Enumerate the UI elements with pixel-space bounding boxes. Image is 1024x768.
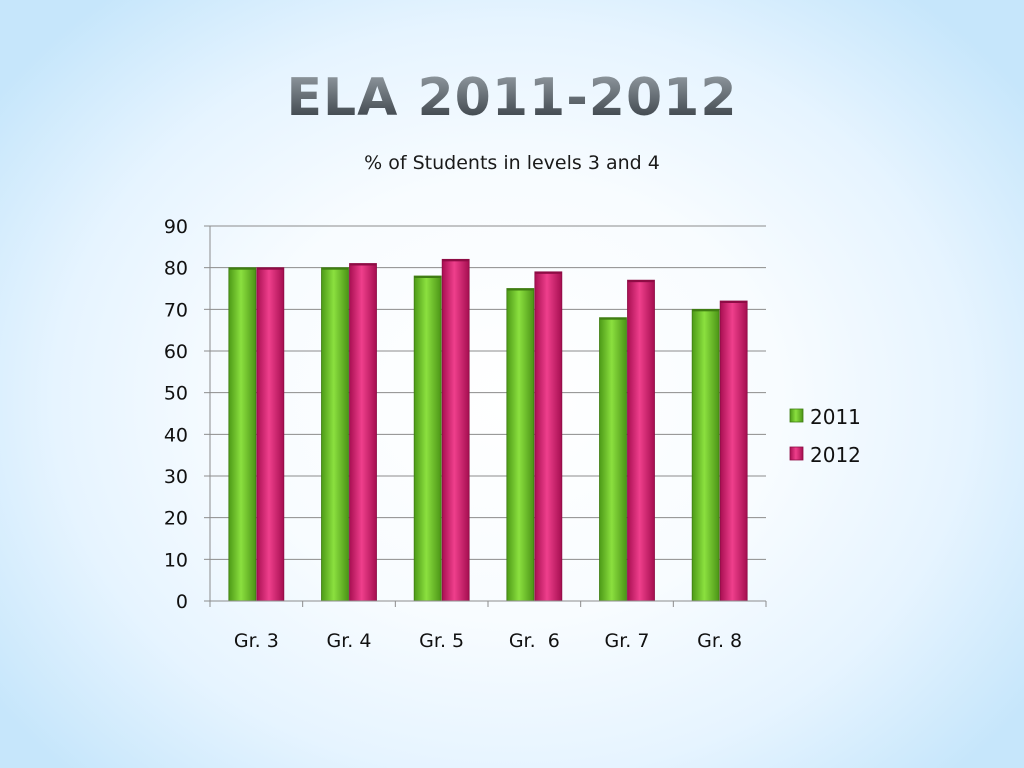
bar-cap (599, 317, 627, 320)
y-tick-label: 90 (164, 216, 188, 238)
x-tick-label: Gr. 8 (697, 630, 742, 652)
y-tick-label: 80 (164, 258, 188, 280)
bar-2012-4 (627, 279, 655, 602)
y-tick-label: 60 (164, 341, 188, 363)
bar-2011-2 (413, 275, 442, 602)
gridlines (210, 225, 766, 560)
bar-2012-3 (534, 271, 563, 602)
bar-2012-5 (719, 300, 748, 602)
y-tick-label: 20 (164, 508, 188, 530)
bar-2011-3 (506, 288, 535, 602)
legend-swatch-2012 (789, 446, 804, 461)
bar-cap (256, 267, 284, 270)
y-tick-label: 40 (164, 424, 188, 446)
y-tick-label: 10 (164, 549, 188, 571)
bar-cap (692, 309, 720, 312)
y-tick-label: 30 (164, 466, 188, 488)
bar-2012-1 (349, 263, 377, 602)
bar-cap (534, 271, 562, 274)
chart-subtitle: % of Students in levels 3 and 4 (364, 152, 660, 174)
bar-2011-4 (599, 317, 627, 602)
x-tick-label: Gr. 5 (419, 630, 464, 652)
bar-2011-0 (228, 267, 257, 602)
bar-cap (506, 288, 534, 291)
x-tick-label: Gr. 3 (234, 630, 279, 652)
axes: 0 10 20 30 40 50 60 70 80 90 Gr. 3 Gr. 4 Gr. 5 Gr. 6 G… (164, 216, 767, 652)
bar-cap (720, 301, 748, 303)
bar-2011-5 (691, 308, 720, 602)
y-tick-label: 50 (164, 383, 188, 405)
x-tick-label: Gr. 6 (509, 630, 560, 652)
bar-2011-1 (321, 267, 349, 602)
legend: 2011 2012 (789, 405, 861, 467)
y-tick-label: 0 (176, 591, 188, 613)
bar-cap (442, 259, 470, 262)
bar-cap (321, 267, 349, 270)
bars (228, 258, 748, 602)
bar-cap (349, 263, 377, 266)
bar-2012-2 (441, 258, 470, 602)
x-tick-label: Gr. 4 (327, 630, 372, 652)
legend-swatch-2011 (789, 408, 804, 423)
x-tick-label: Gr. 7 (605, 630, 650, 652)
slide-title: ELA 2011-2012 (0, 68, 1024, 128)
legend-label-2011: 2011 (810, 405, 861, 429)
bar-cap (414, 276, 442, 278)
bar-2012-0 (256, 267, 285, 602)
bar-cap (627, 280, 655, 283)
legend-label-2012: 2012 (810, 443, 861, 467)
bar-cap (228, 267, 256, 270)
y-tick-label: 70 (164, 299, 188, 321)
